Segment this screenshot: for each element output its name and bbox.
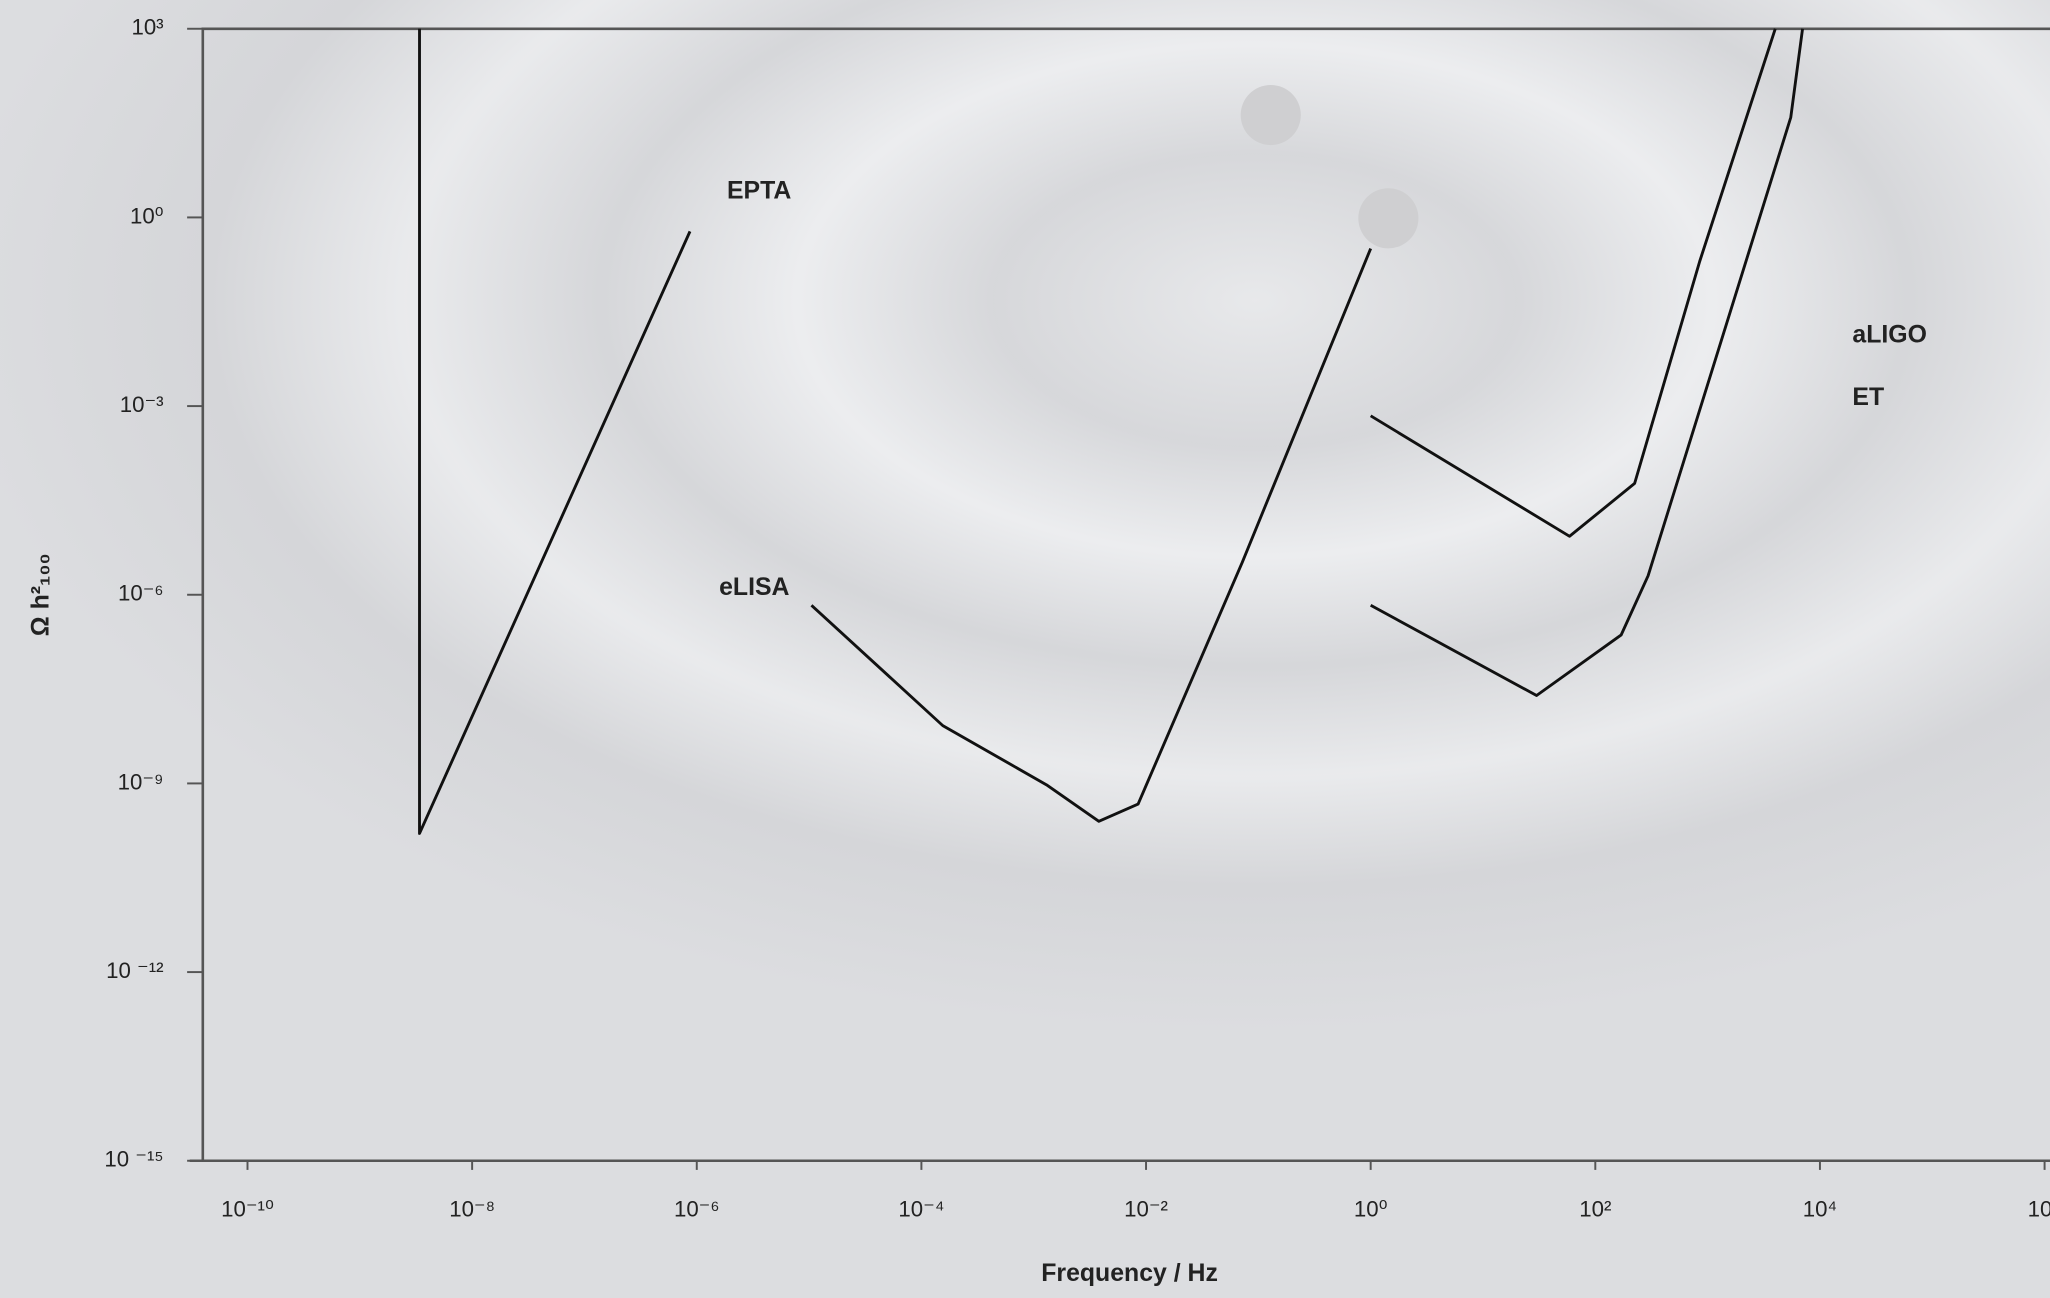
- y-tick-label: 10⁻⁶: [118, 581, 164, 606]
- y-tick-label: 10³: [131, 15, 163, 40]
- curve-label: EPTA: [727, 178, 791, 205]
- y-tick-label: 10 ⁻¹²: [106, 958, 163, 983]
- x-tick-label: 10⁴: [1803, 1196, 1837, 1221]
- y-tick-label: 10⁰: [130, 203, 164, 228]
- x-tick-label: 10⁻⁸: [449, 1196, 495, 1221]
- decor-sphere: [1358, 188, 1419, 249]
- sensitivity-curve: [418, 28, 692, 835]
- x-tick-label: 10⁰: [1354, 1196, 1388, 1221]
- decor-sphere: [1240, 84, 1301, 146]
- curve-label: ET: [1852, 384, 1884, 411]
- x-tick-label: 10⁶: [2028, 1196, 2050, 1221]
- sensitivity-curve: [810, 247, 1373, 823]
- y-tick-label: 10 ⁻¹⁵: [104, 1147, 163, 1172]
- y-tick-label: 10⁻⁹: [118, 769, 164, 794]
- curve-label: eLISA: [719, 574, 789, 601]
- plot-area: 10⁻¹⁰ 10⁻⁸ 10⁻⁶ 10⁻⁴ 10⁻² 10⁰ 10² 10⁴ 10⁶ 10³ 10⁰ 1…: [104, 15, 2050, 1221]
- x-tick-label: 10⁻⁶: [674, 1196, 720, 1221]
- x-tick-label: 10⁻¹⁰: [221, 1196, 274, 1221]
- x-axis-label: Frequency / Hz: [1041, 1260, 1218, 1287]
- y-tick-label: 10⁻³: [120, 392, 164, 417]
- x-tick-label: 10²: [1579, 1196, 1611, 1221]
- sensitivity-curve: [1369, 28, 1777, 538]
- y-axis-label: Ω h²₁₀₀: [28, 553, 55, 636]
- x-tick-label: 10⁻²: [1124, 1196, 1168, 1221]
- x-tick-label: 10⁻⁴: [898, 1196, 944, 1221]
- curve-label: aLIGO: [1852, 322, 1927, 349]
- sensitivity-curve: [1369, 28, 1804, 697]
- ripple-background: [0, 0, 2050, 1033]
